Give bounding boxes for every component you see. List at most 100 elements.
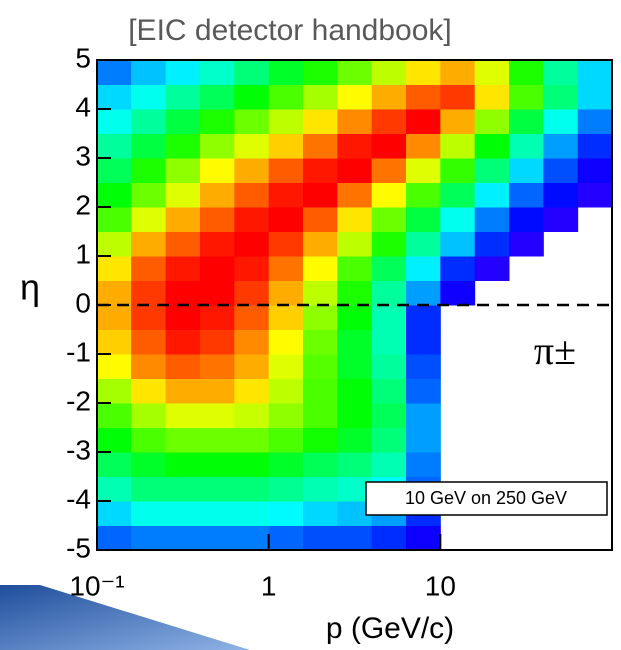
heat-cell: [268, 109, 304, 134]
heat-cell: [337, 133, 373, 159]
heat-cell: [268, 60, 304, 85]
heat-cell: [406, 182, 441, 208]
heat-cell: [165, 378, 201, 404]
heat-cell: [97, 476, 132, 502]
heat-cell: [97, 182, 132, 208]
heat-cell: [199, 158, 235, 183]
heat-cell: [337, 305, 373, 330]
heat-cell: [337, 329, 373, 355]
heat-cell: [303, 354, 338, 379]
heat-cell: [131, 452, 167, 477]
heat-cell: [131, 84, 167, 110]
heat-cell: [131, 133, 167, 159]
heat-cell: [543, 84, 579, 110]
heat-cell: [97, 256, 132, 281]
heat-cell: [234, 305, 270, 330]
heat-cell: [97, 231, 132, 257]
heat-cell: [303, 207, 338, 232]
y-tick-label: 1: [75, 238, 91, 269]
heat-cell: [337, 182, 373, 208]
heat-cell: [165, 354, 201, 379]
heat-cell: [268, 182, 304, 208]
heat-cell: [268, 354, 304, 379]
heat-cell: [165, 60, 201, 85]
heat-cell: [406, 378, 441, 404]
heat-cell: [474, 158, 510, 183]
heat-cell: [97, 280, 132, 306]
decoration: [0, 585, 250, 650]
x-tick-label: 1: [261, 570, 277, 601]
heat-cell: [509, 109, 544, 134]
heat-cell: [474, 207, 510, 232]
heat-cell: [440, 256, 476, 281]
heat-cell: [371, 158, 407, 183]
heat-cell: [97, 525, 132, 551]
heat-cell: [371, 256, 407, 281]
heat-cell: [406, 158, 441, 183]
heat-cell: [406, 207, 441, 232]
heat-cell: [268, 207, 304, 232]
heat-cell: [337, 231, 373, 257]
heat-cell: [234, 427, 270, 453]
heat-cell: [131, 280, 167, 306]
heat-cell: [131, 501, 167, 526]
heat-cell: [268, 525, 304, 551]
y-tick-label: 2: [75, 189, 91, 220]
heat-cell: [234, 207, 270, 232]
heat-cell: [199, 329, 235, 355]
heat-cell: [199, 525, 235, 551]
heat-cell: [337, 354, 373, 379]
heat-cell: [337, 427, 373, 453]
heat-cell: [440, 158, 476, 183]
heat-cell: [303, 452, 338, 477]
heat-cell: [406, 525, 441, 551]
heat-cell: [337, 256, 373, 281]
heat-cell: [268, 231, 304, 257]
heat-cell: [440, 60, 476, 85]
heat-cell: [303, 305, 338, 330]
heat-cell: [97, 427, 132, 453]
heat-cell: [131, 207, 167, 232]
heat-cell: [371, 403, 407, 428]
heat-cell: [268, 427, 304, 453]
heat-cell: [303, 109, 338, 134]
heat-cell: [406, 403, 441, 428]
y-tick-label: 3: [75, 140, 91, 171]
annotation: 10 GeV on 250 GeV: [405, 488, 567, 508]
heat-cell: [131, 256, 167, 281]
heat-cell: [303, 158, 338, 183]
heat-cell: [234, 525, 270, 551]
heat-cell: [165, 182, 201, 208]
heat-cell: [371, 452, 407, 477]
heat-cell: [577, 109, 613, 134]
heat-cell: [199, 84, 235, 110]
heat-cell: [543, 207, 579, 232]
heat-cell: [131, 158, 167, 183]
heat-cell: [371, 280, 407, 306]
heat-cell: [234, 231, 270, 257]
heat-cell: [474, 60, 510, 85]
heat-cell: [371, 207, 407, 232]
heat-cell: [577, 84, 613, 110]
heat-cell: [337, 84, 373, 110]
heat-cell: [131, 305, 167, 330]
heat-cell: [131, 427, 167, 453]
heat-cell: [97, 452, 132, 477]
heat-cell: [131, 476, 167, 502]
heat-cell: [371, 182, 407, 208]
heat-cell: [440, 133, 476, 159]
x-tick-label: 10⁻¹: [69, 570, 124, 601]
heat-cell: [474, 109, 510, 134]
heat-cell: [268, 378, 304, 404]
heat-cell: [165, 256, 201, 281]
heat-cell: [97, 207, 132, 232]
heat-cell: [371, 354, 407, 379]
heat-cell: [509, 84, 544, 110]
heat-cell: [406, 231, 441, 257]
heat-cell: [165, 133, 201, 159]
heat-cell: [165, 501, 201, 526]
heat-cell: [406, 109, 441, 134]
y-tick-label: -2: [66, 385, 91, 416]
heat-cell: [509, 133, 544, 159]
heat-cell: [303, 525, 338, 551]
